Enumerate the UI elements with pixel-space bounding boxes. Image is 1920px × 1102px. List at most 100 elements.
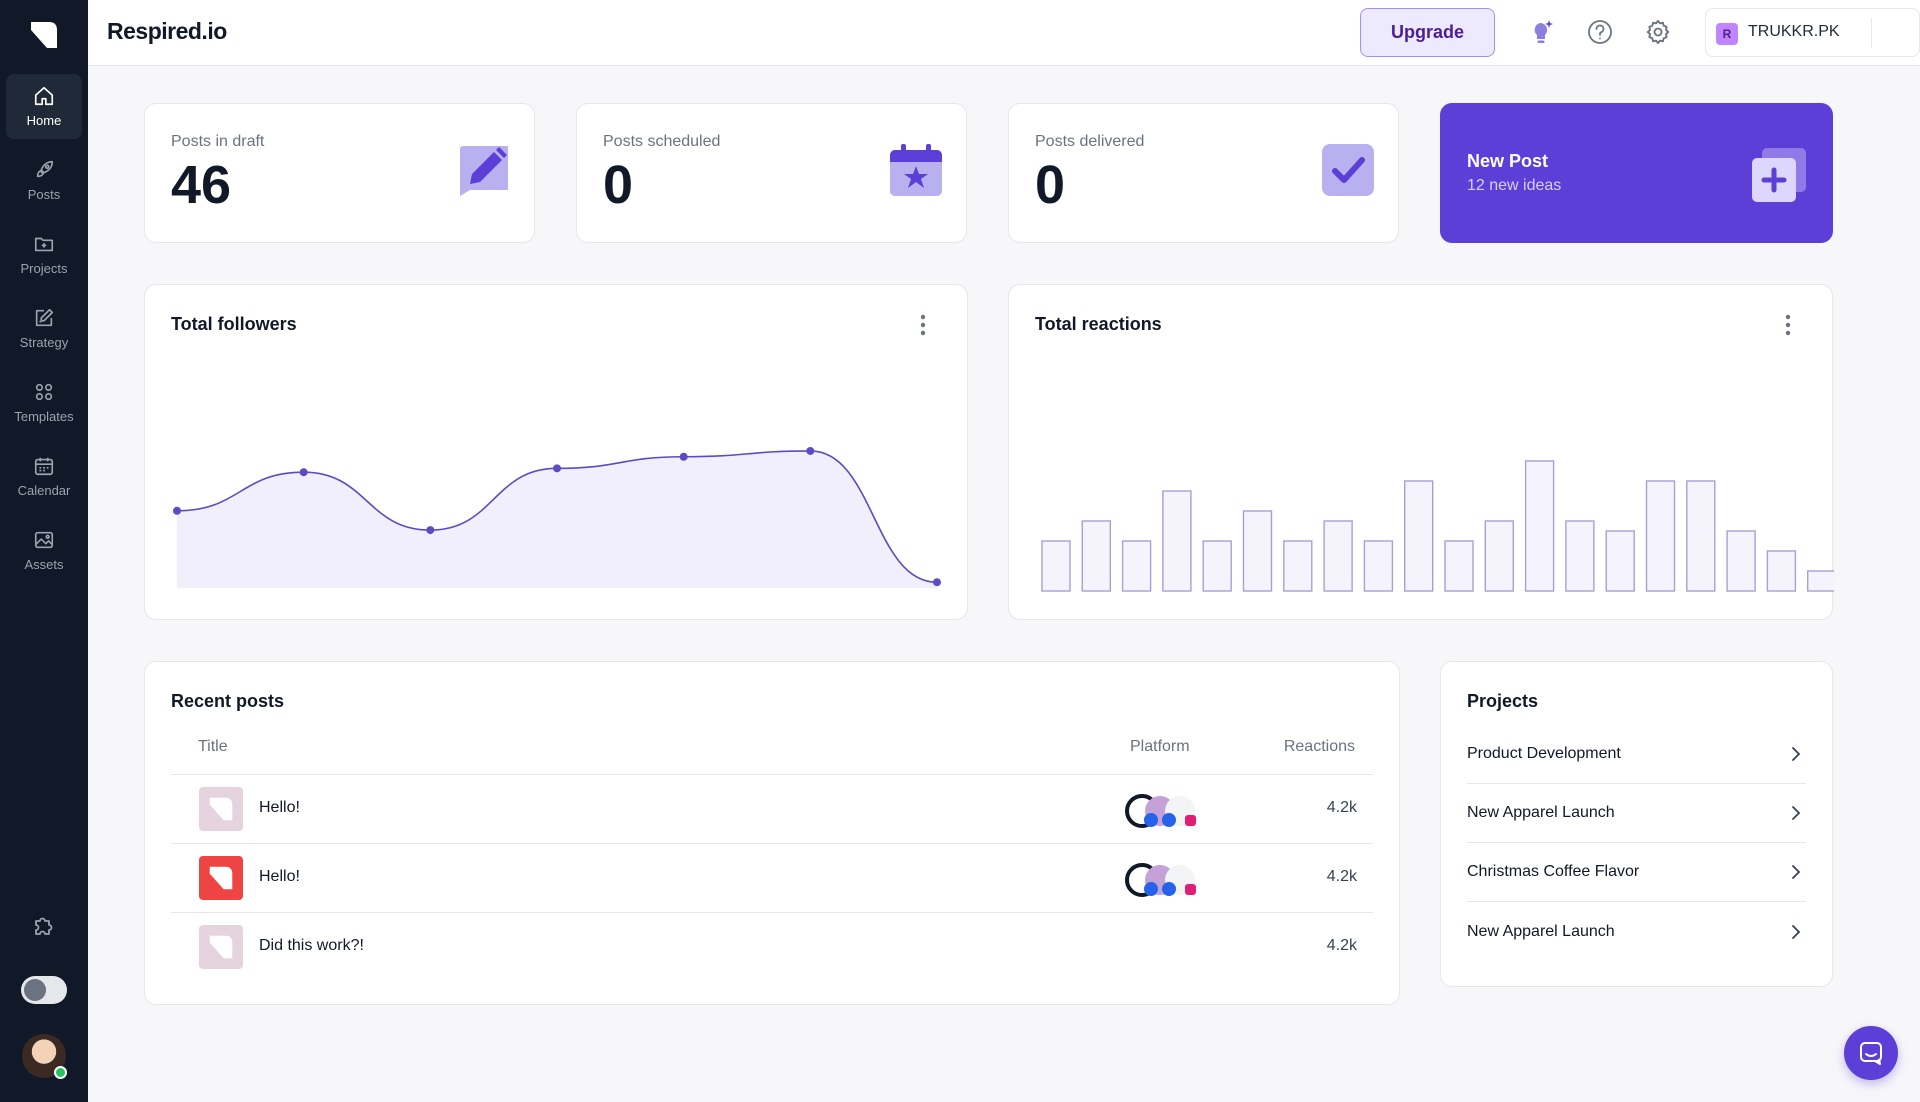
projects-title: Projects <box>1467 691 1539 711</box>
sidebar-nav: Home Posts Projects Strategy Templates C… <box>6 74 82 583</box>
user-avatar[interactable] <box>22 1034 67 1079</box>
help-icon <box>1588 20 1612 44</box>
reactions-bar[interactable] <box>1162 490 1192 592</box>
project-item[interactable]: New Apparel Launch <box>1467 902 1806 961</box>
account-divider <box>1871 18 1872 48</box>
project-item[interactable]: Product Development <box>1467 725 1806 784</box>
table-divider <box>171 912 1373 913</box>
post-title: Hello! <box>259 868 300 885</box>
account-name: TRUKKR.PK <box>1748 23 1840 40</box>
column-header-platform[interactable]: Platform <box>1130 738 1190 755</box>
followers-point[interactable] <box>553 464 561 473</box>
followers-point[interactable] <box>933 578 941 587</box>
sidebar-item-posts[interactable]: Posts <box>6 148 82 213</box>
account-switcher[interactable]: R TRUKKR.PK <box>1705 8 1920 57</box>
reactions-bar[interactable] <box>1404 480 1434 592</box>
reactions-bar[interactable] <box>1081 520 1112 592</box>
pencil-chat-icon <box>460 146 508 196</box>
project-name: Product Development <box>1467 745 1621 762</box>
image-icon <box>34 531 54 549</box>
chat-support-button[interactable] <box>1844 1026 1898 1080</box>
followers-card: Total followers <box>144 284 968 620</box>
sidebar-footer <box>0 910 88 1102</box>
sidebar-item-label: Assets <box>24 557 64 572</box>
recent-posts-card: Recent posts Title Platform Reactions He… <box>144 661 1400 1005</box>
stat-card-scheduled[interactable]: Posts scheduled 0 <box>576 103 967 243</box>
sidebar-item-label: Home <box>26 113 62 128</box>
help-button[interactable] <box>1585 17 1615 47</box>
column-header-title[interactable]: Title <box>198 738 228 755</box>
app-logo-icon[interactable] <box>29 20 59 50</box>
reactions-bar[interactable] <box>1524 460 1555 592</box>
edit-icon <box>35 308 54 327</box>
sidebar-item-label: Projects <box>20 261 68 276</box>
stat-value: 46 <box>171 155 232 215</box>
reactions-bar[interactable] <box>1202 540 1232 592</box>
reactions-menu-button[interactable] <box>1778 313 1798 337</box>
reactions-bar[interactable] <box>1363 540 1394 592</box>
followers-title: Total followers <box>171 314 297 334</box>
table-divider <box>171 774 1373 775</box>
stat-label: Posts in draft <box>171 133 265 150</box>
sidebar-item-home[interactable]: Home <box>6 74 82 139</box>
sidebar-item-calendar[interactable]: Calendar <box>6 444 82 509</box>
project-name: New Apparel Launch <box>1467 922 1615 940</box>
gear-icon <box>1646 19 1670 45</box>
sidebar-item-assets[interactable]: Assets <box>6 518 82 583</box>
reactions-bar[interactable] <box>1766 550 1797 592</box>
followers-point[interactable] <box>173 506 181 515</box>
sidebar-item-projects[interactable]: Projects <box>6 222 82 287</box>
column-header-reactions[interactable]: Reactions <box>1283 738 1355 755</box>
reactions-bar[interactable] <box>1283 540 1313 592</box>
checkbox-icon <box>1322 144 1374 196</box>
new-post-card[interactable]: New Post 12 new ideas <box>1440 103 1833 243</box>
sidebar-item-templates[interactable]: Templates <box>6 370 82 435</box>
followers-point[interactable] <box>426 526 435 535</box>
chevron-right-icon <box>1792 865 1801 879</box>
reactions-bar[interactable] <box>1686 480 1716 592</box>
table-row[interactable]: Hello! 4.2k <box>171 844 1373 912</box>
upgrade-button[interactable]: Upgrade <box>1360 8 1495 57</box>
project-item[interactable]: Christmas Coffee Flavor <box>1467 843 1806 902</box>
reactions-bar[interactable] <box>1323 520 1353 592</box>
post-reactions: 4.2k <box>1326 799 1357 816</box>
followers-point[interactable] <box>679 452 688 461</box>
chevron-right-icon <box>1792 747 1801 761</box>
more-vertical-icon <box>1785 314 1791 336</box>
reactions-bar[interactable] <box>1605 530 1635 592</box>
new-post-title: New Post <box>1467 151 1549 171</box>
stat-card-drafts[interactable]: Posts in draft 46 <box>144 103 535 243</box>
reactions-bar[interactable] <box>1242 510 1273 592</box>
settings-button[interactable] <box>1643 17 1673 47</box>
reactions-bar[interactable] <box>1565 520 1595 592</box>
sidebar-item-label: Calendar <box>17 483 71 498</box>
reactions-bar[interactable] <box>1121 540 1152 592</box>
more-vertical-icon <box>920 314 926 336</box>
theme-toggle[interactable] <box>21 976 67 1004</box>
post-thumbnail <box>199 787 243 831</box>
table-row[interactable]: Hello! 4.2k <box>171 775 1373 843</box>
sidebar-item-strategy[interactable]: Strategy <box>6 296 82 361</box>
integrations-button[interactable] <box>29 910 59 940</box>
platform-avatars <box>1125 794 1196 828</box>
sidebar: Home Posts Projects Strategy Templates C… <box>0 0 88 1102</box>
followers-menu-button[interactable] <box>913 313 933 337</box>
table-row[interactable]: Did this work?! 4.2k <box>171 913 1373 981</box>
reactions-bar[interactable] <box>1484 520 1514 592</box>
post-title: Hello! <box>259 799 300 816</box>
ideas-button[interactable] <box>1527 17 1557 47</box>
brand-name[interactable]: Respired.io <box>107 18 227 44</box>
project-item[interactable]: New Apparel Launch <box>1467 784 1806 843</box>
reactions-bar[interactable] <box>1444 540 1474 592</box>
reactions-bar[interactable] <box>1807 570 1834 592</box>
reactions-bar[interactable] <box>1041 540 1071 592</box>
reactions-bar[interactable] <box>1726 530 1756 592</box>
followers-point[interactable] <box>299 468 308 477</box>
topbar: Respired.io Upgrade R TRUKKR.PK <box>88 0 1920 66</box>
stat-card-delivered[interactable]: Posts delivered 0 <box>1008 103 1399 243</box>
home-icon <box>34 86 54 106</box>
followers-point[interactable] <box>806 446 815 455</box>
reactions-bar[interactable] <box>1645 480 1676 592</box>
project-name: Christmas Coffee Flavor <box>1467 863 1640 880</box>
stat-label: Posts delivered <box>1035 133 1145 150</box>
